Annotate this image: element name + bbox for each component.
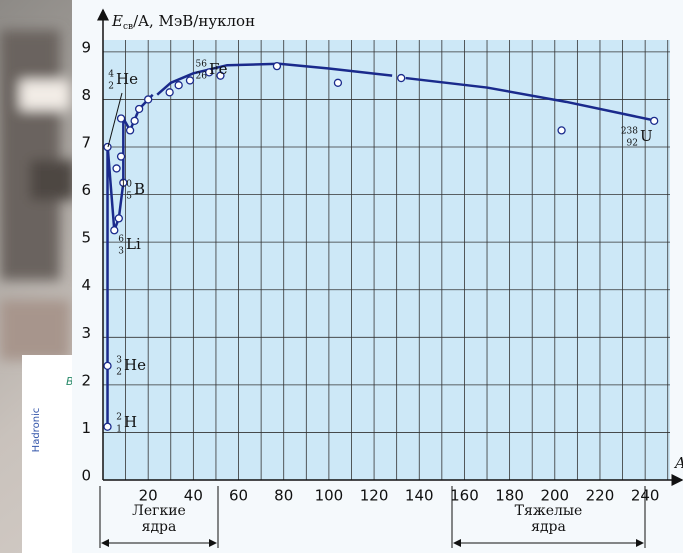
region-label: Тяжелые <box>515 503 583 519</box>
data-point <box>272 62 282 71</box>
data-point <box>144 95 153 104</box>
y-tick-label: 3 <box>81 324 91 342</box>
data-point <box>103 142 112 152</box>
annotation-symbol: He <box>124 356 146 374</box>
annotation-symbol: H <box>124 413 137 431</box>
annotation-charge: 3 <box>118 247 124 257</box>
y-axis-label-part: /A, МэВ/нуклон <box>133 12 255 30</box>
data-point <box>134 104 144 114</box>
data-point <box>112 164 121 173</box>
annotation-charge: 2 <box>108 82 114 92</box>
annotation-symbol: Li <box>126 235 141 253</box>
annotation-mass: 56 <box>196 60 208 70</box>
data-point <box>165 88 174 97</box>
annotation-mass: 10 <box>121 180 133 190</box>
y-tick-label: 6 <box>81 181 91 199</box>
y-tick-label: 2 <box>81 371 91 389</box>
x-tick-label: 40 <box>184 487 203 505</box>
chart: 20 40 60 80 100 120 140 160 180 200 220 24001234567… <box>81 8 683 548</box>
data-point <box>397 73 406 83</box>
annotation-symbol: B <box>134 180 145 198</box>
blurred-photo <box>0 30 75 360</box>
annotation-mass: 6 <box>118 235 124 245</box>
sidebar-label: Hadronic <box>31 408 42 453</box>
x-tick-label: 60 <box>229 487 248 505</box>
annotation-mass: 2 <box>116 413 122 423</box>
data-point <box>103 422 112 431</box>
y-tick-label: 5 <box>81 229 91 247</box>
data-point <box>119 178 128 187</box>
annotation-mass: 3 <box>116 356 122 366</box>
y-axis-label: Eсв/A, МэВ/нуклон <box>111 12 255 32</box>
data-point <box>185 76 195 85</box>
annotation-mass: 4 <box>108 70 114 80</box>
data-point <box>116 152 126 161</box>
data-point <box>205 68 214 77</box>
annotation-charge: 2 <box>116 368 122 378</box>
panel-label: B <box>66 375 74 388</box>
annotation-symbol: He <box>116 70 138 88</box>
x-tick-label: 20 <box>139 487 158 505</box>
leader-line <box>107 92 123 148</box>
data-point <box>116 114 126 123</box>
x-tick-label: 180 <box>495 487 524 505</box>
y-tick-label: 8 <box>81 86 91 104</box>
data-point <box>216 71 225 80</box>
x-axis-label: A <box>673 454 683 472</box>
y-tick-label: 0 <box>81 467 91 485</box>
x-tick-label: 200 <box>540 487 569 505</box>
y-axis-label-part: св <box>123 22 133 32</box>
annotation-symbol: Fe <box>209 60 228 78</box>
plot-area <box>103 40 670 480</box>
data-point <box>557 126 566 135</box>
annotation-charge: 5 <box>126 192 132 202</box>
x-tick-label: 80 <box>274 487 293 505</box>
data-point <box>130 116 139 126</box>
region-label: Легкие <box>132 503 186 519</box>
y-tick-label: 1 <box>81 419 91 437</box>
y-tick-label: 9 <box>81 38 91 56</box>
annotation-symbol: U <box>640 127 653 145</box>
data-point <box>333 78 343 87</box>
y-axis-label-part: E <box>111 12 123 30</box>
data-point <box>114 214 123 223</box>
region-label: ядра <box>142 519 177 535</box>
x-tick-label: 120 <box>360 487 389 505</box>
annotation-charge: 26 <box>196 72 208 82</box>
region-label: ядра <box>531 519 566 535</box>
x-tick-label: 140 <box>405 487 434 505</box>
x-tick-label: 220 <box>586 487 615 505</box>
annotation-mass: 238 <box>621 127 638 137</box>
data-point <box>125 126 135 135</box>
data-point <box>174 81 183 90</box>
annotation-charge: 1 <box>116 425 122 435</box>
y-tick-label: 7 <box>81 134 91 152</box>
x-tick-label: 100 <box>315 487 344 505</box>
data-point <box>110 226 119 235</box>
data-point <box>103 361 112 370</box>
y-tick-label: 4 <box>81 276 91 294</box>
x-tick-label: 160 <box>450 487 479 505</box>
data-point <box>650 116 659 126</box>
annotation-charge: 92 <box>627 139 638 149</box>
